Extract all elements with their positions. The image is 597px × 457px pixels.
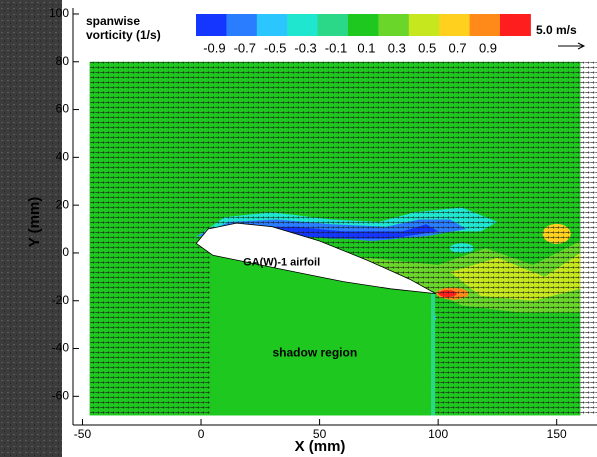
y-tick-label: 60 <box>56 102 70 116</box>
colorbar-swatch <box>287 14 319 36</box>
colorbar-title: spanwise <box>86 14 140 28</box>
colorbar-swatch <box>317 14 349 36</box>
airfoil <box>195 222 436 294</box>
y-tick-label: -40 <box>52 341 70 355</box>
x-tick-label: 0 <box>198 427 205 441</box>
colorbar-swatch <box>439 14 471 36</box>
y-tick-label: 80 <box>56 54 70 68</box>
x-tick-label: 150 <box>547 427 567 441</box>
colorbar-title: vorticity (1/s) <box>86 28 161 42</box>
reference-arrow <box>558 42 586 50</box>
x-tick-label: 100 <box>428 427 448 441</box>
colorbar-swatch <box>348 14 379 36</box>
annotation: GA(W)-1 airfoil <box>243 256 320 268</box>
colorbar-swatch <box>378 14 410 36</box>
y-tick-label: 40 <box>56 150 70 164</box>
y-tick-label: 0 <box>62 245 69 259</box>
annotation: shadow region <box>273 345 358 359</box>
colorbar-label: 0.1 <box>357 40 375 55</box>
colorbar-swatch <box>196 14 227 36</box>
x-tick-label: 50 <box>313 427 327 441</box>
shadow-edge <box>431 293 436 416</box>
colorbar-label: 0.7 <box>449 40 467 55</box>
y-tick-label: -60 <box>52 388 70 402</box>
colorbar-label: 0.5 <box>418 40 436 55</box>
vector-field: GA(W)-1 airfoil shadow region <box>89 61 597 416</box>
colorbar-label: 0.3 <box>388 40 406 55</box>
shadow-region <box>210 252 431 416</box>
y-axis-label: Y (mm) <box>26 197 43 248</box>
x-axis-label: X (mm) <box>295 438 346 455</box>
colorbar-swatch <box>226 14 258 36</box>
x-tick-label: -50 <box>74 427 92 441</box>
colorbar-swatch <box>256 14 288 36</box>
colorbar-label: -0.5 <box>264 40 286 55</box>
colorbar-swatch <box>408 14 440 36</box>
y-tick-label: 100 <box>49 6 69 20</box>
reference-vector-label: 5.0 m/s <box>536 23 577 37</box>
background-strip <box>0 0 62 457</box>
colorbar-swatch <box>500 14 531 36</box>
colorbar-label: -0.1 <box>325 40 347 55</box>
colorbar-label: -0.9 <box>203 40 225 55</box>
colorbar-label: -0.7 <box>234 40 256 55</box>
y-tick-label: -20 <box>52 293 70 307</box>
colorbar-label: 0.9 <box>479 40 497 55</box>
colorbar-label: -0.3 <box>294 40 316 55</box>
colorbar-swatch <box>469 14 501 36</box>
y-tick-label: 20 <box>56 197 70 211</box>
